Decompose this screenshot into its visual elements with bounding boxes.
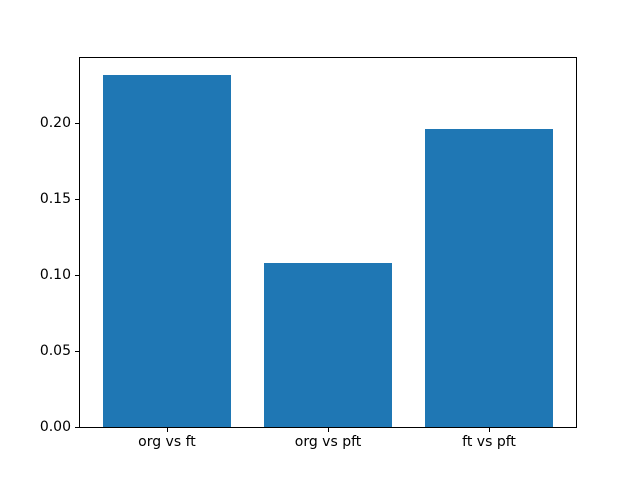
plot-area	[79, 57, 577, 428]
bar-ft-vs-pft	[424, 129, 554, 427]
bar-org-vs-pft	[263, 263, 393, 427]
y-tick-mark	[75, 351, 79, 352]
x-tick-label-org-vs-ft: org vs ft	[138, 434, 196, 450]
x-tick-mark	[167, 428, 168, 432]
x-tick-mark	[489, 428, 490, 432]
x-tick-label-ft-vs-pft: ft vs pft	[462, 434, 516, 450]
y-tick-label: 0.15	[39, 191, 71, 207]
x-tick-label-org-vs-pft: org vs pft	[294, 434, 362, 450]
x-tick-mark	[328, 428, 329, 432]
y-tick-label: 0.05	[39, 343, 71, 359]
y-tick-mark	[75, 427, 79, 428]
y-tick-mark	[75, 275, 79, 276]
y-tick-label: 0.00	[39, 419, 71, 435]
bar-org-vs-ft	[102, 74, 232, 427]
y-tick-label: 0.20	[39, 115, 71, 131]
y-tick-mark	[75, 199, 79, 200]
y-tick-label: 0.10	[39, 267, 71, 283]
y-tick-mark	[75, 123, 79, 124]
